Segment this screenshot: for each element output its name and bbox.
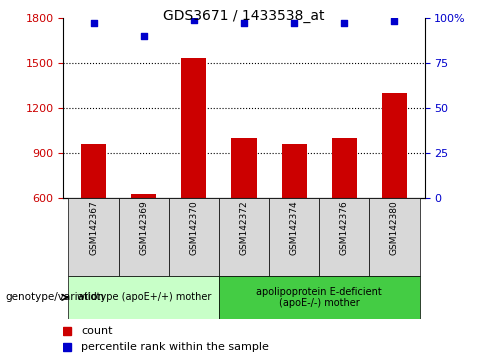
Bar xyxy=(169,198,219,276)
Text: apolipoprotein E-deficient
(apoE-/-) mother: apolipoprotein E-deficient (apoE-/-) mot… xyxy=(256,286,382,308)
Bar xyxy=(332,138,357,198)
Text: GSM142380: GSM142380 xyxy=(390,201,399,255)
Text: GSM142370: GSM142370 xyxy=(189,201,198,255)
Bar xyxy=(231,138,257,198)
Bar xyxy=(219,276,420,319)
Point xyxy=(290,20,298,26)
Text: GSM142369: GSM142369 xyxy=(139,201,148,255)
Bar xyxy=(68,276,219,319)
Bar xyxy=(81,144,106,198)
Point xyxy=(90,20,98,26)
Bar xyxy=(182,58,206,198)
Bar xyxy=(119,198,169,276)
Text: GSM142367: GSM142367 xyxy=(89,201,98,255)
Point xyxy=(240,20,248,26)
Text: wildtype (apoE+/+) mother: wildtype (apoE+/+) mother xyxy=(77,292,211,302)
Bar xyxy=(68,198,119,276)
Bar xyxy=(269,198,319,276)
Text: GDS3671 / 1433538_at: GDS3671 / 1433538_at xyxy=(163,9,325,23)
Bar xyxy=(282,144,306,198)
Text: GSM142376: GSM142376 xyxy=(340,201,349,255)
Bar xyxy=(382,93,407,198)
Point xyxy=(390,18,398,24)
Point xyxy=(190,17,198,22)
Bar xyxy=(369,198,420,276)
Text: genotype/variation: genotype/variation xyxy=(5,292,104,302)
Text: count: count xyxy=(81,326,113,336)
Text: percentile rank within the sample: percentile rank within the sample xyxy=(81,342,269,352)
Point xyxy=(140,33,147,39)
Bar xyxy=(319,198,369,276)
Point xyxy=(341,20,348,26)
Bar xyxy=(131,194,156,198)
Text: GSM142374: GSM142374 xyxy=(290,201,299,255)
Text: GSM142372: GSM142372 xyxy=(240,201,248,255)
Bar xyxy=(219,198,269,276)
